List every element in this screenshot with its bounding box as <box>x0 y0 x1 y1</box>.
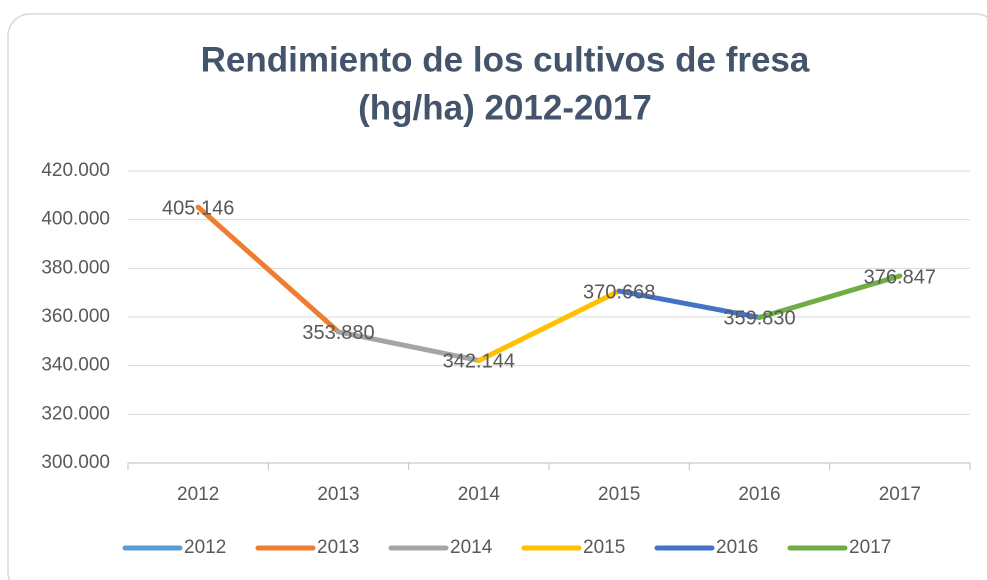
y-tick-label: 420.000 <box>41 160 110 181</box>
y-tick-label: 300.000 <box>41 452 110 473</box>
x-tick-label: 2017 <box>879 484 921 505</box>
legend-label: 2015 <box>583 537 625 558</box>
legend-label: 2012 <box>184 537 226 558</box>
data-label: 405.146 <box>162 197 234 219</box>
data-label: 376.847 <box>864 266 936 288</box>
x-tick-label: 2014 <box>458 484 501 505</box>
legend-label: 2014 <box>450 537 493 558</box>
legend-label: 2016 <box>716 537 758 558</box>
data-label: 342.144 <box>443 351 515 373</box>
chart-subtitle: (hg/ha) 2012-2017 <box>358 88 652 127</box>
line-segment <box>336 329 482 363</box>
data-label: 370.668 <box>583 281 655 303</box>
line-segment <box>195 204 341 335</box>
legend-label: 2017 <box>849 537 891 558</box>
data-label: 353.880 <box>302 322 374 344</box>
line-segment <box>616 288 762 320</box>
x-tick-label: 2016 <box>738 484 780 505</box>
data-label: 359.830 <box>723 308 795 330</box>
y-tick-label: 380.000 <box>41 257 110 278</box>
y-tick-label: 360.000 <box>41 306 110 327</box>
y-tick-label: 340.000 <box>41 355 110 376</box>
y-tick-label: 320.000 <box>41 403 110 424</box>
line-segment <box>476 288 622 363</box>
card <box>7 13 987 580</box>
x-tick-label: 2013 <box>317 484 359 505</box>
legend-label: 2013 <box>317 537 359 558</box>
chart-title: Rendimiento de los cultivos de fresa <box>201 40 810 79</box>
line-segment <box>757 273 903 320</box>
x-tick-label: 2012 <box>177 484 219 505</box>
x-tick-label: 2015 <box>598 484 640 505</box>
y-tick-label: 400.000 <box>41 209 110 230</box>
